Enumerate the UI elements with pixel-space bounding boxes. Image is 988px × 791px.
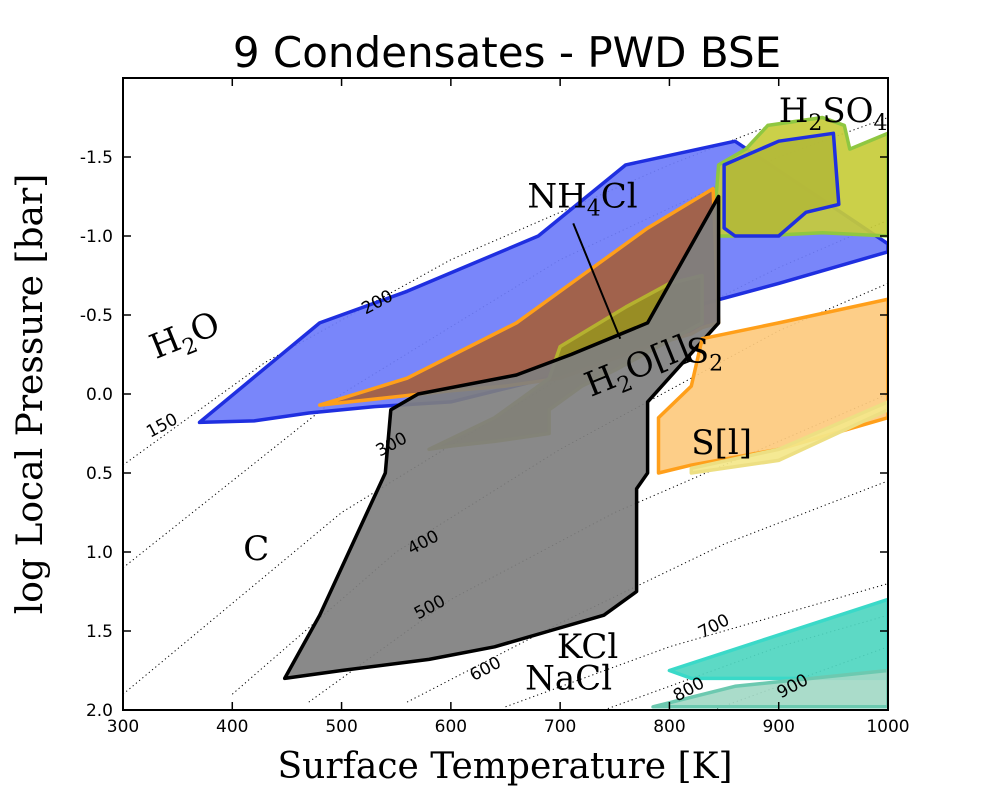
region-h2so4-inner	[722, 131, 841, 238]
region-nacl	[651, 668, 888, 709]
y-axis-label: log Local Pressure [bar]	[10, 174, 51, 614]
region-kcl	[667, 597, 888, 681]
x-tick-label-800: 800	[653, 717, 685, 737]
region-c	[282, 194, 721, 681]
y-tick-label-1: 1.0	[86, 543, 113, 563]
label-s2: S2	[686, 331, 723, 376]
x-axis-label: Surface Temperature [K]	[277, 746, 732, 787]
y-tick-label-1-5: 1.5	[86, 622, 113, 642]
y-tick-label-0: 0.0	[86, 385, 113, 405]
label-nacl: NaCl	[525, 658, 612, 698]
condensate-regions	[197, 115, 888, 709]
x-tick-label-1000: 1000	[866, 717, 909, 737]
x-tick-label-900: 900	[762, 717, 794, 737]
contour-300-line	[123, 219, 888, 695]
y-axis-ticks: -1.5 -1.0 -0.5 0.0 0.5 1.0 1.5 2.0	[80, 148, 888, 721]
x-tick-label-400: 400	[216, 717, 248, 737]
label-nh4cl: NH4Cl	[527, 177, 637, 222]
x-tick-label-300: 300	[107, 717, 139, 737]
x-axis-ticks: 300 400 500 600 700 800 900 1000	[107, 78, 910, 737]
nh4cl-pointer-line	[572, 222, 622, 340]
x-tick-label-500: 500	[325, 717, 357, 737]
y-tick-label-0-5: -0.5	[80, 306, 113, 326]
region-s-l	[689, 400, 888, 475]
label-s-l: S[l]	[691, 423, 752, 463]
x-tick-label-600: 600	[435, 717, 467, 737]
chart-title: 9 Condensates - PWD BSE	[233, 28, 781, 77]
y-tick-label-1: -1.0	[80, 227, 113, 247]
y-tick-label-0-5: 0.5	[86, 464, 113, 484]
label-c: C	[243, 529, 269, 569]
x-tick-label-700: 700	[544, 717, 576, 737]
y-tick-label-1-5: -1.5	[80, 148, 113, 168]
label-kcl: KCl	[557, 627, 618, 667]
contour-600-line	[406, 480, 888, 703]
y-tick-label-2: 2.0	[86, 701, 113, 721]
label-h2so4: H2SO4	[779, 91, 888, 136]
